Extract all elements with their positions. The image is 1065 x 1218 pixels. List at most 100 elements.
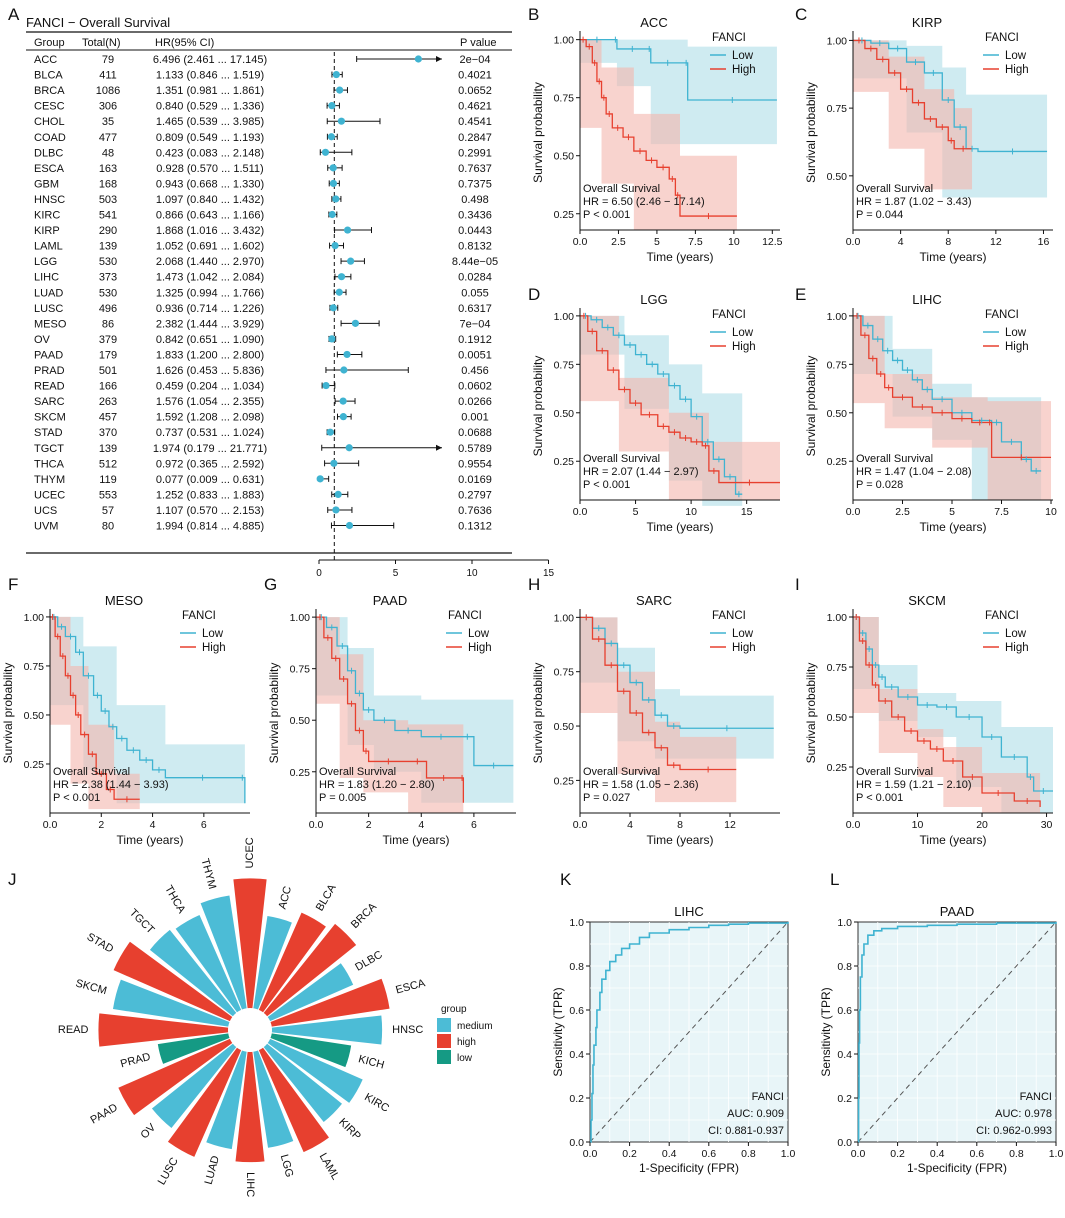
km-y-label: Survival probability <box>804 663 818 764</box>
radial-bar-label: OV <box>139 1121 159 1141</box>
km-x-tick-label: 0.0 <box>573 819 588 831</box>
roc-x-tick-label: 1.0 <box>781 1148 796 1160</box>
forest-row-hr: 0.928 (0.570 ... 1.511) <box>156 163 263 175</box>
forest-row-n: 57 <box>102 505 114 517</box>
km-curve-low <box>316 616 514 767</box>
forest-row-p: 0.055 <box>461 287 489 299</box>
km-y-tick-label: 0.50 <box>827 408 848 420</box>
forest-x-tick-label: 0 <box>316 568 322 579</box>
km-hr-text: HR = 6.50 (2.46 − 17.14) <box>583 196 705 208</box>
forest-row-group: TGCT <box>34 443 64 455</box>
km-y-label: Survival probability <box>531 356 545 457</box>
radial-bar-label: ESCA <box>394 977 427 997</box>
forest-row-p: 0.0443 <box>458 225 492 237</box>
forest-row-p: 0.2797 <box>458 489 492 501</box>
forest-row-group: THCA <box>34 458 65 470</box>
panel-letter-B: B <box>528 5 539 24</box>
km-annotation: Overall Survival <box>583 766 660 778</box>
km-ci-band-high <box>853 40 973 190</box>
radial-bar-label: DLBC <box>353 949 384 974</box>
forest-row-hr: 0.077 (0.009 ... 0.631) <box>156 474 264 486</box>
km-ci-band-low <box>853 617 1053 813</box>
forest-row-n: 477 <box>99 132 117 144</box>
radial-bar <box>258 1047 329 1153</box>
roc-diagonal <box>589 921 789 1143</box>
radial-bar <box>263 923 357 1017</box>
km-x-tick-label: 6 <box>201 819 207 831</box>
panel-letter-G: G <box>264 575 277 594</box>
radial-bar <box>151 1043 237 1129</box>
forest-row-n: 530 <box>99 287 117 299</box>
forest-hr-point <box>328 335 336 343</box>
km-plot-C: 0.50 0.75 1.00 0.0 4 8 12 16 KIRP Time (years) Sur… <box>804 15 1053 264</box>
roc-y-tick-label: 0.0 <box>569 1137 584 1149</box>
km-y-tick-label: 1.00 <box>24 612 45 624</box>
roc-y-tick-label: 0.0 <box>837 1137 852 1149</box>
km-y-tick-label: 0.25 <box>827 762 848 774</box>
forest-header-group: Group <box>34 37 65 49</box>
roc-y-tick-label: 0.4 <box>569 1049 584 1061</box>
radial-bar <box>253 916 292 1010</box>
km-y-tick-label: 0.75 <box>24 661 45 673</box>
forest-row-p: 0.0051 <box>458 349 492 361</box>
forest-row-p: 0.5789 <box>458 443 492 455</box>
roc-x-label: 1-Specificity (FPR) <box>907 1161 1007 1175</box>
panel-letter-J: J <box>8 870 17 889</box>
roc-x-tick-label: 0.4 <box>930 1148 945 1160</box>
forest-row-n: 512 <box>99 458 117 470</box>
km-x-label: Time (years) <box>920 520 987 534</box>
km-x-label: Time (years) <box>383 833 450 847</box>
km-x-tick-label: 0.0 <box>846 236 861 248</box>
radial-legend-label-low: low <box>457 1053 473 1064</box>
km-curve-high <box>853 39 973 150</box>
km-legend-low: Low <box>1005 628 1027 640</box>
roc-y-tick-label: 0.2 <box>569 1093 584 1105</box>
radial-bar-label: PRAD <box>119 1051 152 1071</box>
km-legend-low: Low <box>1005 50 1027 62</box>
km-legend-low: Low <box>468 628 490 640</box>
forest-row-p: 0.0169 <box>458 474 492 486</box>
forest-row-p: 0.0602 <box>458 381 492 393</box>
km-legend-title: FANCI <box>448 610 482 622</box>
forest-hr-point <box>345 521 354 530</box>
km-x-tick-label: 8 <box>677 819 683 831</box>
km-y-tick-label: 1.00 <box>827 612 848 624</box>
radial-bar <box>233 878 267 1009</box>
km-legend-high: High <box>732 341 756 353</box>
km-ci-band-high <box>580 315 780 500</box>
km-x-tick-label: 4 <box>898 236 904 248</box>
forest-row-group: ESCA <box>34 163 65 175</box>
roc-curve <box>857 922 1057 1143</box>
km-y-tick-label: 1.00 <box>827 311 848 323</box>
forest-row-group: STAD <box>34 427 63 439</box>
forest-row-group: UVM <box>34 521 58 533</box>
panel-letter-D: D <box>528 285 540 304</box>
radial-bar <box>253 1050 294 1148</box>
km-x-tick-label: 12 <box>724 819 736 831</box>
km-y-tick-label: 0.75 <box>827 103 848 115</box>
km-curve-high <box>853 315 1052 459</box>
roc-ci-label: CI: 0.962-0.993 <box>976 1125 1052 1137</box>
forest-hr-point <box>345 444 353 452</box>
forest-row-hr: 0.737 (0.531 ... 1.024) <box>156 427 264 439</box>
forest-ci-arrow <box>436 56 442 62</box>
radial-bar <box>206 1050 247 1150</box>
forest-row-n: 119 <box>99 474 117 486</box>
km-y-tick-label: 0.75 <box>554 667 575 679</box>
radial-bar-label: LGG <box>278 1153 296 1179</box>
km-legend-title: FANCI <box>712 610 746 622</box>
forest-row-n: 86 <box>102 318 114 330</box>
radial-bar <box>263 1043 342 1122</box>
forest-row-group: LUAD <box>34 287 63 299</box>
radial-bar <box>157 1033 230 1064</box>
radial-bar <box>235 1051 265 1163</box>
roc-x-tick-label: 0.8 <box>1009 1148 1024 1160</box>
km-p-text: P < 0.001 <box>583 209 630 221</box>
radial-bar <box>149 929 237 1017</box>
forest-row-hr: 0.459 (0.204 ... 1.034) <box>156 381 264 393</box>
radial-bar <box>113 941 233 1022</box>
roc-y-tick-label: 1.0 <box>569 917 584 929</box>
panel-letter-E: E <box>795 285 806 304</box>
forest-row-group: BRCA <box>34 85 65 97</box>
